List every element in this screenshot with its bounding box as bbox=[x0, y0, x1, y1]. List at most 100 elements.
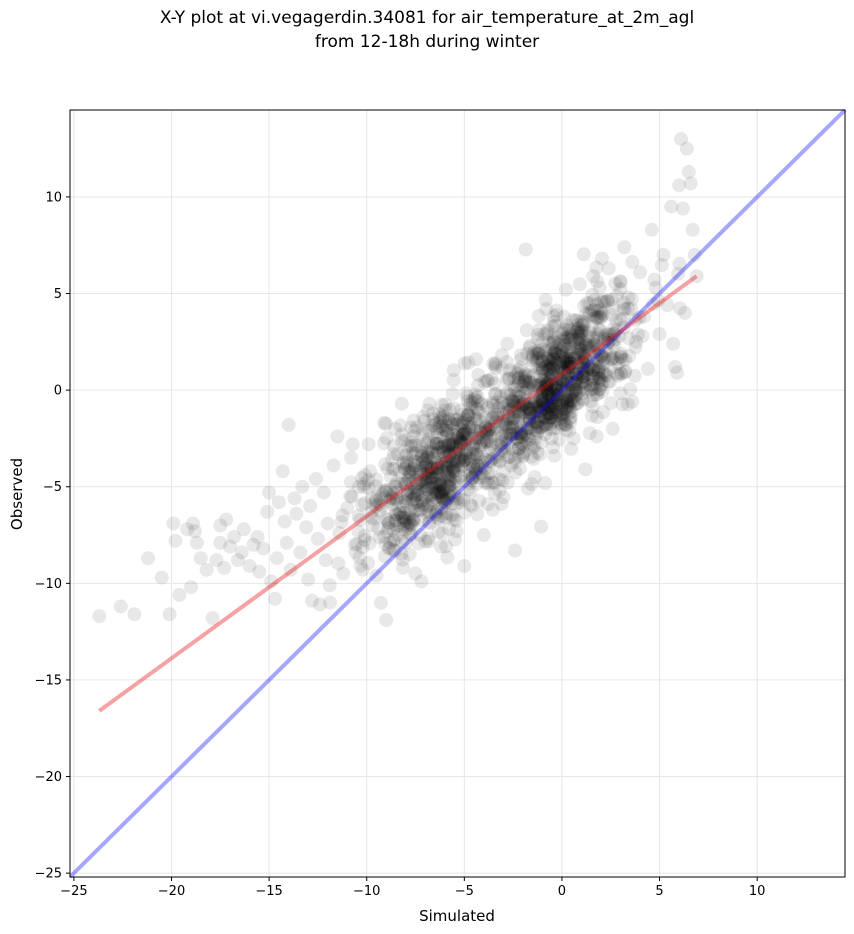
scatter-point bbox=[344, 489, 359, 504]
scatter-point bbox=[522, 406, 537, 421]
scatter-point bbox=[427, 470, 442, 485]
scatter-point bbox=[541, 410, 556, 425]
scatter-point bbox=[546, 359, 561, 374]
scatter-point bbox=[587, 345, 602, 360]
scatter-point bbox=[520, 375, 535, 390]
scatter-point bbox=[451, 442, 466, 457]
scatter-point bbox=[574, 324, 589, 339]
scatter-point bbox=[430, 462, 445, 477]
scatter-point bbox=[579, 296, 594, 311]
scatter-point bbox=[615, 352, 630, 367]
scatter-point bbox=[531, 350, 546, 365]
scatter-point bbox=[550, 372, 565, 387]
scatter-point bbox=[575, 355, 590, 370]
grid-lines bbox=[70, 110, 845, 877]
scatter-point bbox=[516, 374, 531, 389]
scatter-point bbox=[448, 458, 463, 473]
scatter-point bbox=[689, 269, 704, 284]
y-axis-label: Observed bbox=[8, 458, 26, 530]
scatter-point bbox=[460, 408, 475, 423]
scatter-point bbox=[512, 441, 527, 456]
scatter-point bbox=[555, 374, 570, 389]
scatter-point bbox=[379, 613, 394, 628]
scatter-point bbox=[320, 516, 335, 531]
scatter-point bbox=[494, 440, 509, 455]
scatter-point bbox=[441, 470, 456, 485]
scatter-point bbox=[388, 513, 403, 528]
scatter-point bbox=[416, 497, 431, 512]
scatter-point bbox=[562, 405, 577, 420]
scatter-point bbox=[312, 597, 327, 612]
scatter-point bbox=[560, 341, 575, 356]
scatter-point bbox=[505, 420, 520, 435]
scatter-point bbox=[452, 451, 467, 466]
scatter-point bbox=[513, 360, 528, 375]
scatter-point bbox=[520, 346, 535, 361]
scatter-point bbox=[410, 483, 425, 498]
scatter-point bbox=[193, 551, 208, 566]
scatter-point bbox=[573, 340, 588, 355]
scatter-point bbox=[656, 247, 671, 262]
scatter-point bbox=[525, 350, 540, 365]
scatter-point bbox=[478, 476, 493, 491]
scatter-point bbox=[461, 482, 476, 497]
scatter-point bbox=[557, 322, 572, 337]
scatter-point bbox=[334, 514, 349, 529]
scatter-point bbox=[533, 405, 548, 420]
scatter-point bbox=[583, 378, 598, 393]
scatter-point bbox=[471, 458, 486, 473]
scatter-point bbox=[399, 476, 414, 491]
scatter-point bbox=[539, 382, 554, 397]
scatter-point bbox=[419, 445, 434, 460]
scatter-point bbox=[519, 420, 534, 435]
scatter-point bbox=[481, 373, 496, 388]
scatter-point bbox=[572, 325, 587, 340]
scatter-point bbox=[479, 426, 494, 441]
scatter-point bbox=[456, 454, 471, 469]
scatter-point bbox=[470, 402, 485, 417]
scatter-point bbox=[572, 347, 587, 362]
scatter-point bbox=[466, 459, 481, 474]
scatter-point bbox=[604, 327, 619, 342]
scatter-point bbox=[448, 496, 463, 511]
scatter-point bbox=[561, 366, 576, 381]
scatter-point bbox=[418, 484, 433, 499]
scatter-point bbox=[470, 394, 485, 409]
scatter-point bbox=[428, 507, 443, 522]
scatter-point bbox=[378, 457, 393, 472]
scatter-point bbox=[419, 458, 434, 473]
x-tick-label: −10 bbox=[353, 884, 380, 899]
scatter-point bbox=[597, 351, 612, 366]
scatter-point bbox=[599, 327, 614, 342]
scatter-point bbox=[602, 333, 617, 348]
scatter-point bbox=[369, 472, 384, 487]
scatter-point bbox=[554, 360, 569, 375]
scatter-point bbox=[583, 394, 598, 409]
scatter-point bbox=[506, 427, 521, 442]
scatter-point bbox=[417, 467, 432, 482]
scatter-point bbox=[242, 558, 257, 573]
scatter-point bbox=[531, 419, 546, 434]
scatter-point bbox=[503, 387, 518, 402]
scatter-point bbox=[560, 367, 575, 382]
scatter-point bbox=[541, 398, 556, 413]
scatter-point bbox=[546, 398, 561, 413]
scatter-point bbox=[571, 321, 586, 336]
scatter-point bbox=[569, 325, 584, 340]
scatter-point bbox=[457, 474, 472, 489]
x-tick-label: −25 bbox=[60, 884, 87, 899]
scatter-point bbox=[301, 572, 316, 587]
scatter-point bbox=[572, 383, 587, 398]
scatter-point bbox=[570, 350, 585, 365]
scatter-point bbox=[394, 434, 409, 449]
scatter-point bbox=[397, 462, 412, 477]
scatter-point bbox=[542, 353, 557, 368]
scatter-point bbox=[548, 346, 563, 361]
scatter-point bbox=[372, 503, 387, 518]
scatter-point bbox=[473, 437, 488, 452]
scatter-point bbox=[575, 360, 590, 375]
scatter-point bbox=[613, 386, 628, 401]
scatter-point bbox=[563, 356, 578, 371]
scatter-point bbox=[494, 443, 509, 458]
